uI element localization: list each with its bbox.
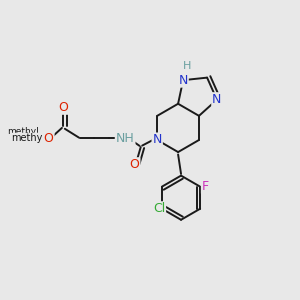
- Text: methyl: methyl: [11, 133, 45, 143]
- Text: N: N: [178, 74, 188, 87]
- Text: methyl: methyl: [24, 138, 29, 139]
- Text: NH: NH: [116, 132, 134, 145]
- Text: F: F: [202, 180, 209, 193]
- Text: N: N: [152, 134, 162, 146]
- Text: O: O: [44, 132, 54, 145]
- Text: methyl: methyl: [7, 127, 39, 136]
- Text: O: O: [130, 158, 140, 171]
- Text: H: H: [183, 61, 192, 71]
- Text: O: O: [58, 101, 68, 114]
- Text: Cl: Cl: [153, 202, 165, 215]
- Text: N: N: [212, 93, 222, 106]
